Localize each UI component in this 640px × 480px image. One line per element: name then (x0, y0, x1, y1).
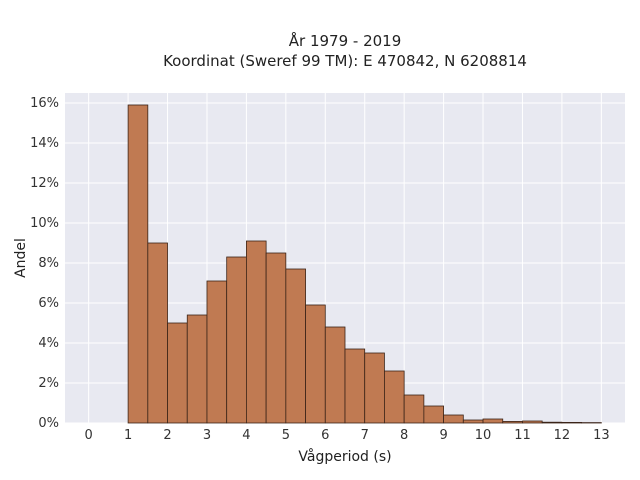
x-tick-label: 5 (282, 428, 290, 443)
histogram-bar (403, 394, 425, 424)
histogram-bar (324, 326, 346, 424)
histogram-bar (344, 348, 366, 424)
x-tick-label: 7 (361, 428, 369, 443)
x-tick-label: 3 (203, 428, 211, 443)
x-tick-label: 12 (554, 428, 571, 443)
x-tick-label: 6 (321, 428, 329, 443)
histogram-bar (265, 252, 287, 424)
histogram-bar (226, 256, 247, 424)
x-axis-label: Vågperiod (s) (298, 448, 391, 465)
histogram-bar (502, 420, 523, 424)
x-tick-label: 0 (85, 428, 93, 443)
histogram-bar (285, 268, 306, 424)
y-axis-label: Andel (13, 238, 29, 278)
histogram-bar (541, 421, 563, 424)
x-tick-label: 13 (593, 428, 610, 443)
histogram-bar (127, 104, 149, 424)
histogram-bar (364, 352, 385, 424)
x-tick-label: 11 (514, 428, 531, 443)
x-tick-label: 10 (475, 428, 492, 443)
x-tick-label: 4 (242, 428, 250, 443)
y-tick-label: 12% (30, 176, 59, 191)
y-tick-label: 16% (30, 96, 59, 111)
histogram-bar (206, 280, 228, 424)
histogram-bar (522, 420, 543, 424)
y-tick-label: 4% (38, 336, 59, 351)
histogram-bar (186, 314, 208, 424)
histogram-bar (482, 418, 504, 424)
y-tick-label: 6% (38, 296, 59, 311)
x-tick-label: 9 (439, 428, 447, 443)
x-tick-label: 8 (400, 428, 408, 443)
y-tick-label: 8% (38, 256, 59, 271)
histogram-bar (443, 414, 464, 424)
histogram-bar (305, 304, 326, 424)
histogram-bar (462, 419, 484, 424)
histogram-bar (384, 370, 405, 424)
x-tick-label: 1 (124, 428, 132, 443)
y-tick-label: 10% (30, 216, 59, 231)
histogram-bar (561, 421, 583, 424)
chart-subtitle: Koordinat (Sweref 99 TM): E 470842, N 62… (163, 52, 527, 70)
histogram-bar (246, 240, 267, 424)
y-tick-label: 2% (38, 376, 59, 391)
histogram-bar (147, 242, 168, 424)
bars (127, 104, 602, 424)
histogram-bar (167, 322, 188, 424)
y-tick-label: 14% (30, 136, 59, 151)
x-axis-ticks: 0 1 2 3 4 5 6 7 8 9 10 11 12 13 (85, 428, 610, 443)
histogram-bar (423, 405, 444, 424)
chart-title: År 1979 - 2019 (289, 31, 402, 50)
y-axis-ticks: 0% 2% 4% 6% 8% 10% 12% 14% 16% (30, 96, 59, 431)
x-tick-label: 2 (163, 428, 171, 443)
y-tick-label: 0% (38, 416, 59, 431)
